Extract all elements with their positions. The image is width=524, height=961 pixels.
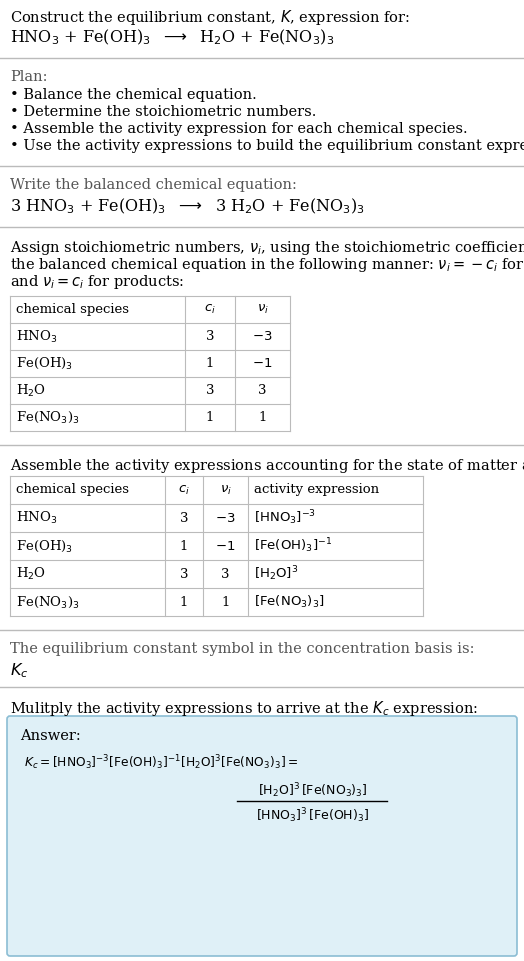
Text: $K_c$: $K_c$ <box>10 661 28 679</box>
FancyBboxPatch shape <box>7 716 517 956</box>
Text: $[\mathrm{Fe(NO_3)_3}]$: $[\mathrm{Fe(NO_3)_3}]$ <box>254 594 324 610</box>
Text: $\nu_i$: $\nu_i$ <box>220 483 232 497</box>
Text: H$_2$O: H$_2$O <box>16 566 46 582</box>
Text: • Determine the stoichiometric numbers.: • Determine the stoichiometric numbers. <box>10 105 316 119</box>
Text: 1: 1 <box>221 596 230 608</box>
Text: Fe(OH)$_3$: Fe(OH)$_3$ <box>16 538 73 554</box>
Text: 1: 1 <box>180 596 188 608</box>
Text: • Assemble the activity expression for each chemical species.: • Assemble the activity expression for e… <box>10 122 467 136</box>
Text: 3: 3 <box>180 511 188 525</box>
Text: $c_i$: $c_i$ <box>204 303 216 316</box>
Text: Assemble the activity expressions accounting for the state of matter and $\nu_i$: Assemble the activity expressions accoun… <box>10 457 524 475</box>
Text: The equilibrium constant symbol in the concentration basis is:: The equilibrium constant symbol in the c… <box>10 642 475 656</box>
Text: activity expression: activity expression <box>254 483 379 497</box>
Text: $-1$: $-1$ <box>253 357 272 370</box>
Text: $c_i$: $c_i$ <box>178 483 190 497</box>
Text: • Use the activity expressions to build the equilibrium constant expression.: • Use the activity expressions to build … <box>10 139 524 153</box>
Text: chemical species: chemical species <box>16 303 129 316</box>
Text: 3: 3 <box>206 330 214 343</box>
Text: H$_2$O: H$_2$O <box>16 382 46 399</box>
Text: $[\mathrm{HNO_3}]^{-3}$: $[\mathrm{HNO_3}]^{-3}$ <box>254 508 316 528</box>
Text: the balanced chemical equation in the following manner: $\nu_i = -c_i$ for react: the balanced chemical equation in the fo… <box>10 256 524 274</box>
Text: 1: 1 <box>258 411 267 424</box>
Text: Plan:: Plan: <box>10 70 48 84</box>
Text: • Balance the chemical equation.: • Balance the chemical equation. <box>10 88 257 102</box>
Text: $[\mathrm{H_2O}]^{3}$: $[\mathrm{H_2O}]^{3}$ <box>254 565 298 583</box>
Text: $[\mathrm{Fe(OH)_3}]^{-1}$: $[\mathrm{Fe(OH)_3}]^{-1}$ <box>254 536 332 555</box>
Text: $-1$: $-1$ <box>215 539 236 553</box>
Text: Fe(OH)$_3$: Fe(OH)$_3$ <box>16 356 73 371</box>
Text: 3: 3 <box>180 568 188 580</box>
Text: 1: 1 <box>206 411 214 424</box>
Text: Construct the equilibrium constant, $K$, expression for:: Construct the equilibrium constant, $K$,… <box>10 8 410 27</box>
Text: Assign stoichiometric numbers, $\nu_i$, using the stoichiometric coefficients, $: Assign stoichiometric numbers, $\nu_i$, … <box>10 239 524 257</box>
Text: $[\mathrm{H_2O}]^3 \, [\mathrm{Fe(NO_3)_3}]$: $[\mathrm{H_2O}]^3 \, [\mathrm{Fe(NO_3)_… <box>258 781 367 800</box>
Text: HNO$_3$: HNO$_3$ <box>16 510 57 526</box>
Text: Answer:: Answer: <box>20 729 81 743</box>
Text: 3: 3 <box>221 568 230 580</box>
Text: $-3$: $-3$ <box>252 330 272 343</box>
Text: HNO$_3$ + Fe(OH)$_3$  $\longrightarrow$  H$_2$O + Fe(NO$_3$)$_3$: HNO$_3$ + Fe(OH)$_3$ $\longrightarrow$ H… <box>10 28 334 47</box>
Text: 1: 1 <box>180 539 188 553</box>
Text: Write the balanced chemical equation:: Write the balanced chemical equation: <box>10 178 297 192</box>
Text: $K_c = [\mathrm{HNO_3}]^{-3} [\mathrm{Fe(OH)_3}]^{-1} [\mathrm{H_2O}]^{3} [\math: $K_c = [\mathrm{HNO_3}]^{-3} [\mathrm{Fe… <box>24 753 298 772</box>
Text: $\nu_i$: $\nu_i$ <box>257 303 268 316</box>
Text: $-3$: $-3$ <box>215 511 236 525</box>
Text: Fe(NO$_3$)$_3$: Fe(NO$_3$)$_3$ <box>16 410 80 425</box>
Text: 3 HNO$_3$ + Fe(OH)$_3$  $\longrightarrow$  3 H$_2$O + Fe(NO$_3$)$_3$: 3 HNO$_3$ + Fe(OH)$_3$ $\longrightarrow$… <box>10 197 365 216</box>
Text: and $\nu_i = c_i$ for products:: and $\nu_i = c_i$ for products: <box>10 273 184 291</box>
Text: chemical species: chemical species <box>16 483 129 497</box>
Text: 3: 3 <box>258 384 267 397</box>
Text: $[\mathrm{HNO_3}]^3 \, [\mathrm{Fe(OH)_3}]$: $[\mathrm{HNO_3}]^3 \, [\mathrm{Fe(OH)_3… <box>256 806 369 825</box>
Text: HNO$_3$: HNO$_3$ <box>16 329 57 345</box>
Text: Mulitply the activity expressions to arrive at the $K_c$ expression:: Mulitply the activity expressions to arr… <box>10 699 478 718</box>
Text: 1: 1 <box>206 357 214 370</box>
Text: Fe(NO$_3$)$_3$: Fe(NO$_3$)$_3$ <box>16 595 80 609</box>
Text: 3: 3 <box>206 384 214 397</box>
